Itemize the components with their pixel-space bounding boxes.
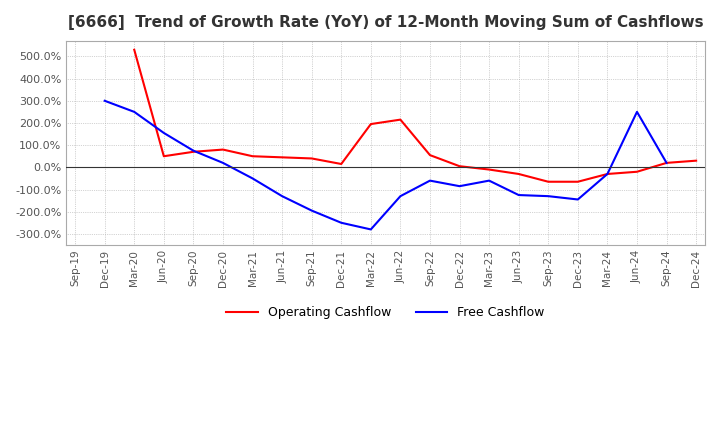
Operating Cashflow <box>603 171 612 176</box>
Title: [6666]  Trend of Growth Rate (YoY) of 12-Month Moving Sum of Cashflows: [6666] Trend of Growth Rate (YoY) of 12-… <box>68 15 703 30</box>
Operating Cashflow <box>366 121 375 127</box>
Free Cashflow <box>633 109 642 114</box>
Operating Cashflow <box>278 155 287 160</box>
Operating Cashflow <box>337 161 346 167</box>
Free Cashflow <box>396 194 405 199</box>
Operating Cashflow <box>485 167 493 172</box>
Free Cashflow <box>130 109 138 114</box>
Operating Cashflow <box>130 47 138 52</box>
Legend: Operating Cashflow, Free Cashflow: Operating Cashflow, Free Cashflow <box>222 301 550 324</box>
Free Cashflow <box>189 148 198 153</box>
Operating Cashflow <box>189 149 198 154</box>
Free Cashflow <box>219 160 228 165</box>
Operating Cashflow <box>633 169 642 174</box>
Free Cashflow <box>278 194 287 199</box>
Free Cashflow <box>160 130 168 136</box>
Operating Cashflow <box>396 117 405 122</box>
Operating Cashflow <box>307 156 316 161</box>
Free Cashflow <box>544 194 552 199</box>
Operating Cashflow <box>426 153 434 158</box>
Free Cashflow <box>366 227 375 232</box>
Free Cashflow <box>307 208 316 213</box>
Operating Cashflow <box>514 171 523 176</box>
Operating Cashflow <box>248 154 257 159</box>
Operating Cashflow <box>219 147 228 152</box>
Operating Cashflow <box>544 179 552 184</box>
Line: Operating Cashflow: Operating Cashflow <box>134 50 696 182</box>
Line: Free Cashflow: Free Cashflow <box>104 101 667 229</box>
Free Cashflow <box>248 176 257 181</box>
Free Cashflow <box>426 178 434 183</box>
Operating Cashflow <box>662 160 671 165</box>
Free Cashflow <box>485 178 493 183</box>
Operating Cashflow <box>692 158 701 163</box>
Operating Cashflow <box>455 164 464 169</box>
Operating Cashflow <box>574 179 582 184</box>
Free Cashflow <box>514 192 523 198</box>
Free Cashflow <box>100 98 109 103</box>
Free Cashflow <box>574 197 582 202</box>
Free Cashflow <box>455 183 464 189</box>
Free Cashflow <box>603 171 612 176</box>
Free Cashflow <box>337 220 346 225</box>
Free Cashflow <box>662 160 671 165</box>
Operating Cashflow <box>160 154 168 159</box>
